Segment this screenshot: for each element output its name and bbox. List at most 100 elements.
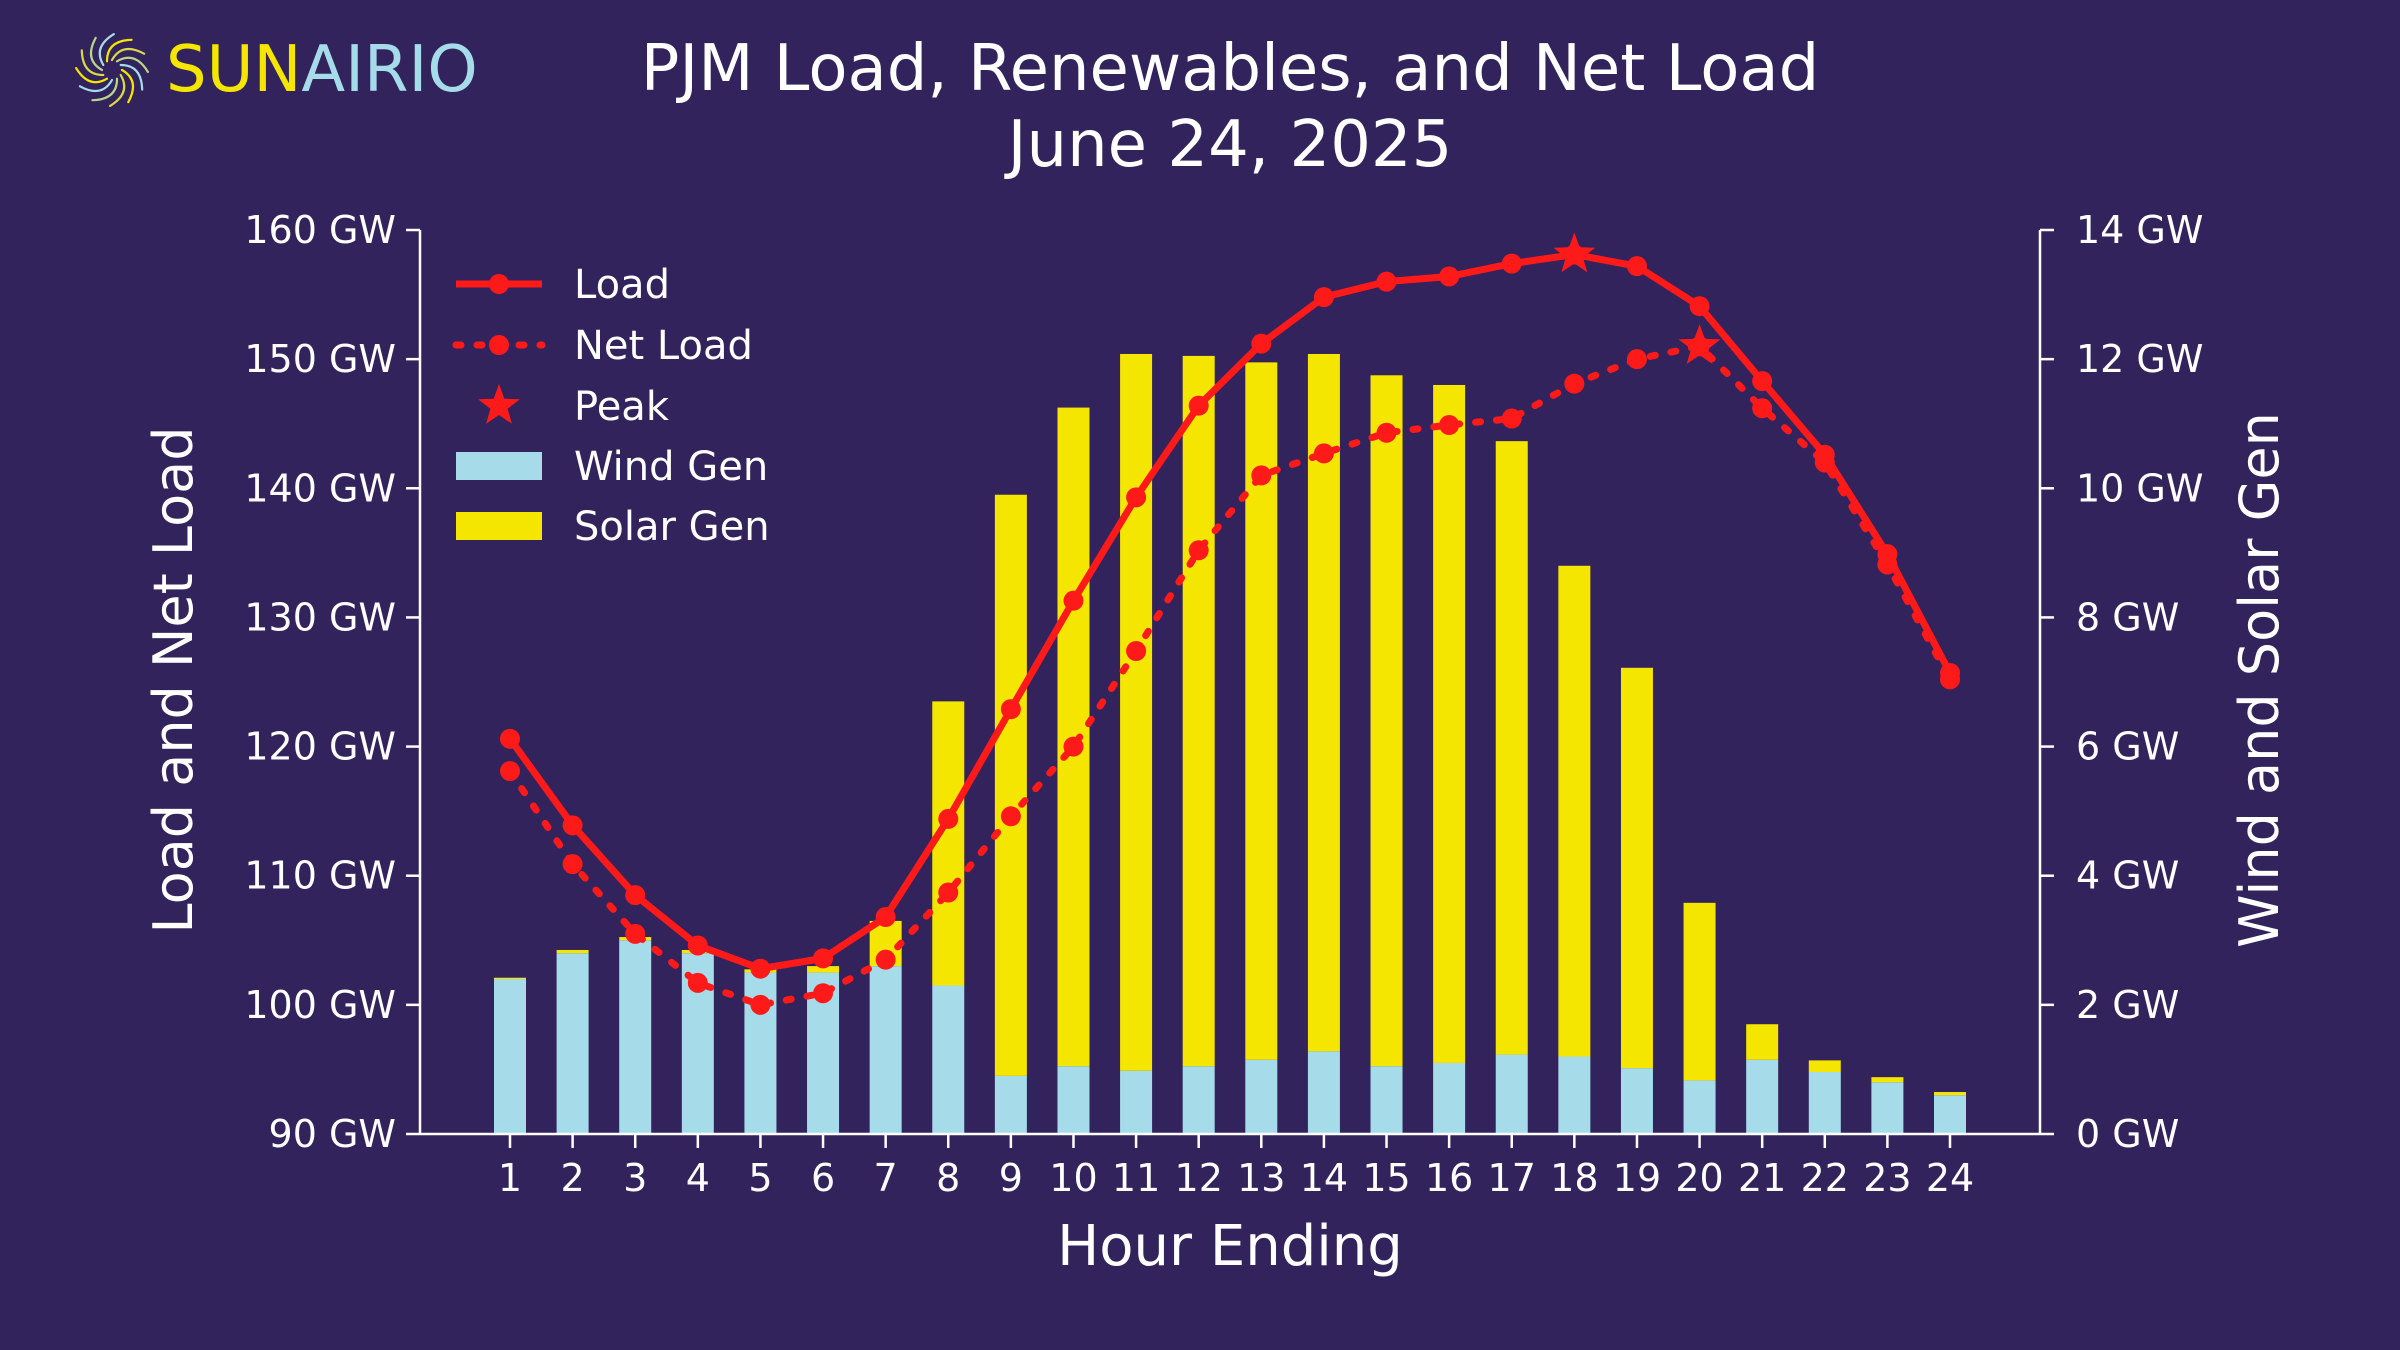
y-axis-right-label: Wind and Solar Gen bbox=[2228, 412, 2291, 948]
net-load-point-16 bbox=[1439, 415, 1460, 436]
swirl-icon bbox=[75, 33, 149, 107]
wind-bar-20 bbox=[1683, 1080, 1716, 1134]
wind-bar-17 bbox=[1495, 1054, 1528, 1134]
net-load-point-17 bbox=[1501, 408, 1522, 429]
y-left-tick-label: 130 GW bbox=[244, 595, 396, 639]
y-left-tick-label: 120 GW bbox=[244, 725, 396, 769]
swirl-stroke bbox=[91, 77, 119, 102]
net-load-point-10 bbox=[1063, 736, 1084, 757]
wind-bar-16 bbox=[1433, 1062, 1466, 1134]
solar-bar-19 bbox=[1620, 667, 1653, 1069]
swirl-stroke bbox=[115, 56, 149, 73]
wind-bar-24 bbox=[1934, 1095, 1966, 1134]
net-load-point-15 bbox=[1376, 422, 1397, 443]
peak-star-load bbox=[1553, 232, 1596, 273]
load-point-19 bbox=[1626, 256, 1647, 277]
net-load-point-24 bbox=[1940, 669, 1960, 690]
load-point-13 bbox=[1251, 333, 1272, 354]
net-load-point-6 bbox=[813, 983, 834, 1004]
solar-bar-6 bbox=[807, 966, 840, 973]
x-tick-label: 24 bbox=[1926, 1156, 1974, 1200]
load-point-11 bbox=[1126, 487, 1147, 508]
swirl-stroke bbox=[119, 63, 144, 91]
x-tick-label: 1 bbox=[498, 1156, 522, 1200]
y-right-tick-label: 8 GW bbox=[2076, 595, 2179, 639]
net-load-point-23 bbox=[1877, 554, 1898, 575]
net-load-point-3 bbox=[625, 923, 646, 944]
y-axis-left-label: Load and Net Load bbox=[142, 427, 205, 934]
wind-bar-11 bbox=[1120, 1070, 1153, 1134]
x-tick-label: 9 bbox=[999, 1156, 1023, 1200]
x-tick-label: 19 bbox=[1613, 1156, 1661, 1200]
solar-bar-23 bbox=[1871, 1077, 1904, 1083]
net-load-point-19 bbox=[1626, 349, 1647, 370]
legend-solar-swatch bbox=[456, 512, 542, 540]
y-right-tick-label: 14 GW bbox=[2076, 208, 2203, 252]
solar-bar-1 bbox=[494, 977, 526, 980]
y-left-tick-label: 140 GW bbox=[244, 466, 396, 510]
load-point-16 bbox=[1439, 266, 1460, 287]
wind-bar-2 bbox=[556, 953, 589, 1134]
x-tick-label: 7 bbox=[874, 1156, 898, 1200]
load-point-9 bbox=[1000, 699, 1021, 720]
x-tick-label: 11 bbox=[1112, 1156, 1160, 1200]
y-left-tick-label: 160 GW bbox=[244, 208, 396, 252]
x-tick-label: 2 bbox=[561, 1156, 585, 1200]
swirl-stroke bbox=[75, 67, 109, 84]
y-right-tick-label: 0 GW bbox=[2076, 1112, 2179, 1156]
y-right-tick-label: 4 GW bbox=[2076, 854, 2179, 898]
solar-bar-21 bbox=[1746, 1024, 1779, 1060]
y-left-tick-label: 90 GW bbox=[269, 1112, 396, 1156]
x-tick-label: 17 bbox=[1488, 1156, 1536, 1200]
logo-text-part2: AIRIO bbox=[301, 33, 477, 107]
wind-bar-7 bbox=[869, 966, 902, 1134]
wind-bar-1 bbox=[494, 979, 526, 1134]
wind-bar-19 bbox=[1620, 1068, 1653, 1134]
load-point-14 bbox=[1313, 287, 1334, 308]
wind-bar-15 bbox=[1370, 1066, 1403, 1134]
net-load-point-2 bbox=[562, 854, 583, 875]
wind-bar-10 bbox=[1057, 1066, 1090, 1134]
wind-bar-22 bbox=[1808, 1072, 1841, 1134]
load-point-10 bbox=[1063, 590, 1084, 611]
net-load-point-13 bbox=[1251, 465, 1272, 486]
solar-bar-18 bbox=[1558, 565, 1591, 1057]
net-load-point-11 bbox=[1126, 641, 1147, 662]
wind-bar-14 bbox=[1307, 1051, 1340, 1134]
load-point-2 bbox=[562, 815, 583, 836]
y-right-tick-label: 6 GW bbox=[2076, 725, 2179, 769]
logo-text: SUNAIRIO bbox=[166, 33, 478, 107]
x-tick-label: 15 bbox=[1362, 1156, 1410, 1200]
legend-peak-label: Peak bbox=[574, 384, 670, 430]
swirl-stroke bbox=[89, 36, 104, 72]
x-tick-label: 8 bbox=[936, 1156, 960, 1200]
y-left-tick-label: 110 GW bbox=[244, 854, 396, 898]
wind-bar-12 bbox=[1182, 1066, 1215, 1134]
legend-net-load-marker bbox=[489, 335, 509, 355]
legend: Load Net Load Peak Wind Gen Solar Gen bbox=[452, 262, 770, 550]
x-tick-label: 21 bbox=[1738, 1156, 1786, 1200]
x-tick-label: 16 bbox=[1425, 1156, 1473, 1200]
load-point-15 bbox=[1376, 271, 1397, 292]
wind-bar-3 bbox=[619, 940, 652, 1134]
net-load-point-7 bbox=[875, 949, 896, 970]
wind-bar-21 bbox=[1746, 1059, 1779, 1134]
net-load-point-14 bbox=[1313, 443, 1334, 464]
legend-peak-swatch bbox=[478, 384, 520, 424]
load-point-12 bbox=[1188, 395, 1209, 416]
y-right-tick-label: 10 GW bbox=[2076, 466, 2203, 510]
net-load-point-4 bbox=[687, 972, 708, 993]
load-point-3 bbox=[625, 885, 646, 906]
solar-bar-16 bbox=[1433, 384, 1466, 1063]
load-point-17 bbox=[1501, 253, 1522, 274]
load-point-20 bbox=[1689, 296, 1710, 317]
x-tick-label: 13 bbox=[1237, 1156, 1285, 1200]
solar-bar-8 bbox=[932, 701, 965, 986]
wind-bar-9 bbox=[994, 1075, 1027, 1134]
chart-title: PJM Load, Renewables, and Net Load bbox=[641, 32, 1820, 106]
legend-wind-swatch bbox=[456, 452, 542, 480]
legend-wind-label: Wind Gen bbox=[574, 444, 768, 490]
solar-bar-22 bbox=[1808, 1060, 1841, 1073]
